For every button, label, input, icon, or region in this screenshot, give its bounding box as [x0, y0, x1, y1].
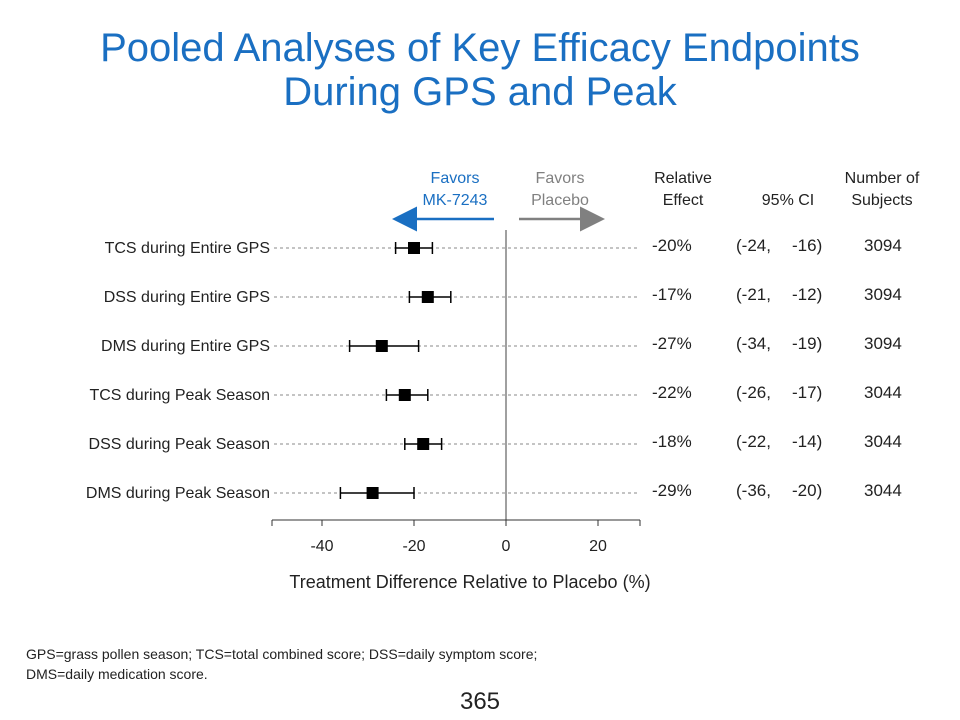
title-line-1: Pooled Analyses of Key Efficacy Endpoint… [100, 26, 860, 70]
relative-effect-value: -17% [652, 285, 692, 304]
relative-effect-value: -22% [652, 383, 692, 402]
relative-effect-value: -29% [652, 481, 692, 500]
point-estimate-marker [421, 291, 434, 303]
favors-placebo-line-2: Placebo [531, 192, 589, 209]
subjects-value: 3044 [864, 432, 902, 451]
row-label: DSS during Entire GPS [103, 289, 270, 306]
point-estimate-marker [375, 340, 388, 352]
point-estimate-marker [398, 389, 411, 401]
page-number: 365 [459, 688, 501, 715]
ci-low-value: (-34, [736, 334, 771, 353]
subjects-value: 3094 [864, 334, 902, 353]
slide-title: Pooled Analyses of Key Efficacy Endpoint… [0, 26, 960, 114]
plot-layer: -40 -20 0 20 [271, 242, 641, 555]
x-tick-label-3: 20 [589, 538, 607, 555]
subjects-value: 3044 [864, 383, 902, 402]
ci-low-value: (-21, [736, 285, 771, 304]
row-label: TCS during Peak Season [89, 387, 270, 404]
ci-low-value: (-36, [736, 481, 771, 500]
subjects-header: Number of Subjects [822, 168, 942, 212]
title-line-2: During GPS and Peak [283, 70, 677, 114]
ci-header: 95% CI [761, 192, 815, 209]
row-label: DSS during Peak Season [88, 436, 270, 453]
ci-high-value: -20) [792, 481, 823, 500]
relative-effect-value: -18% [652, 432, 692, 451]
ci-low-value: (-24, [736, 236, 771, 255]
point-estimate-marker [408, 242, 420, 254]
ci-high-value: -19) [792, 334, 823, 353]
ci-high-value: -12) [792, 285, 823, 304]
subjects-value: 3094 [864, 236, 902, 255]
point-estimate-marker [417, 438, 430, 450]
row-label: DMS during Peak Season [85, 485, 270, 502]
x-tick-label-2: 0 [502, 538, 511, 555]
ci-high-value: -16) [792, 236, 823, 255]
ci-high-value: -14) [792, 432, 823, 451]
relative-effect-line-1: Relative [654, 170, 712, 187]
ci-high-value: -17) [792, 383, 823, 402]
x-axis-label: Treatment Difference Relative to Placebo… [289, 572, 651, 592]
favors-mk-header: Favors MK-7243 [400, 168, 510, 212]
subjects-value: 3044 [864, 481, 902, 500]
subjects-value: 3094 [864, 285, 902, 304]
row-label: TCS during Entire GPS [104, 240, 270, 257]
subjects-line-1: Number of [844, 170, 920, 187]
relative-effect-value: -27% [652, 334, 692, 353]
ci-low-value: (-22, [736, 432, 771, 451]
footnote-line-2: DMS=daily medication score. [26, 666, 208, 682]
subjects-line-2: Subjects [851, 192, 913, 209]
favors-mk-line-2: MK-7243 [422, 192, 488, 209]
favors-placebo-line-1: Favors [535, 170, 585, 187]
ci-low-value: (-26, [736, 383, 771, 402]
row-label: DMS during Entire GPS [101, 338, 270, 355]
relative-effect-value: -20% [652, 236, 692, 255]
relative-effect-header: Relative Effect [628, 168, 738, 212]
x-tick-label-1: -20 [402, 538, 425, 555]
point-estimate-marker [366, 487, 379, 499]
favors-mk-line-1: Favors [430, 170, 480, 187]
x-tick-label-0: -40 [310, 538, 333, 555]
footnote-line-1: GPS=grass pollen season; TCS=total combi… [26, 646, 538, 662]
favors-placebo-header: Favors Placebo [505, 168, 615, 212]
relative-effect-line-2: Effect [662, 192, 704, 209]
footnote: GPS=grass pollen season; TCS=total combi… [26, 644, 746, 684]
